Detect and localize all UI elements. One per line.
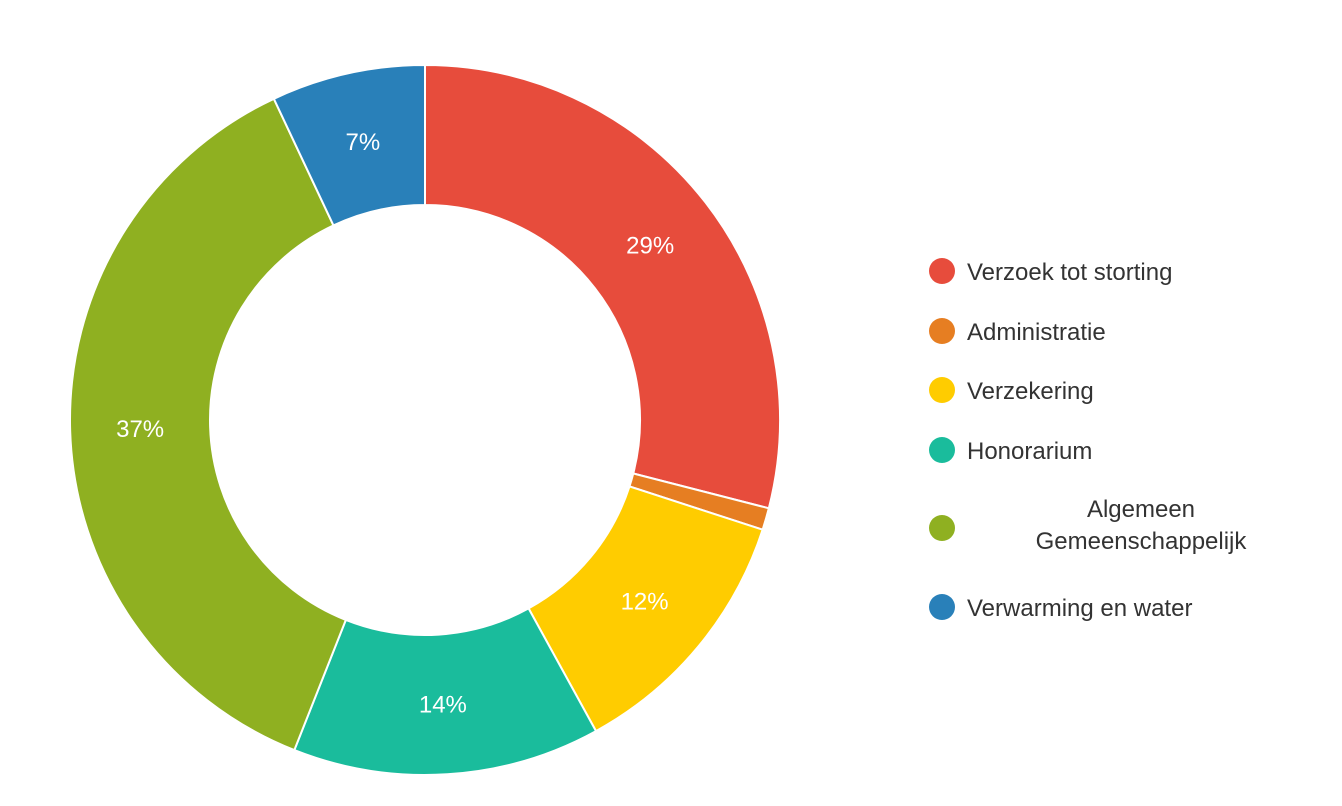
legend-label-line: Gemeenschappelijk (1036, 528, 1248, 555)
slice-value-label: 37% (116, 416, 164, 443)
legend-label: Verwarming en water (967, 595, 1192, 622)
slice-value-label: 14% (419, 691, 467, 718)
legend-label: Algemeen Gemeenschappelijk (1036, 496, 1248, 555)
slice-value-label: 12% (621, 589, 669, 616)
legend-marker (929, 515, 955, 541)
legend-item[interactable]: Verzoek tot storting (929, 258, 1172, 286)
legend-label: Verzoek tot storting (967, 259, 1172, 286)
legend-label: Honorarium (967, 438, 1092, 465)
slices-layer (69, 63, 781, 776)
legend-item[interactable]: Honorarium (929, 437, 1092, 465)
legend-marker (929, 318, 955, 344)
legend-label: Administratie (967, 319, 1106, 346)
slice-value-label: 29% (626, 232, 674, 259)
legend: Verzoek tot storting Administratie Verze… (929, 258, 1247, 622)
donut-slice[interactable] (272, 63, 426, 227)
legend-item[interactable]: Verzekering (929, 377, 1094, 405)
slice-labels-layer: 29% 12% 14% 37% 7% (116, 129, 674, 719)
donut-slice[interactable] (424, 63, 781, 510)
legend-item[interactable]: Administratie (929, 318, 1106, 346)
legend-marker (929, 258, 955, 284)
donut-slice[interactable] (69, 97, 348, 752)
legend-label: Verzekering (967, 378, 1094, 405)
legend-item[interactable]: Verwarming en water (929, 594, 1192, 622)
legend-label-line: Algemeen (1087, 496, 1195, 523)
legend-marker (929, 377, 955, 403)
legend-marker (929, 437, 955, 463)
legend-marker (929, 594, 955, 620)
legend-item[interactable]: Algemeen Gemeenschappelijk (929, 496, 1247, 555)
slice-value-label: 7% (345, 129, 380, 156)
